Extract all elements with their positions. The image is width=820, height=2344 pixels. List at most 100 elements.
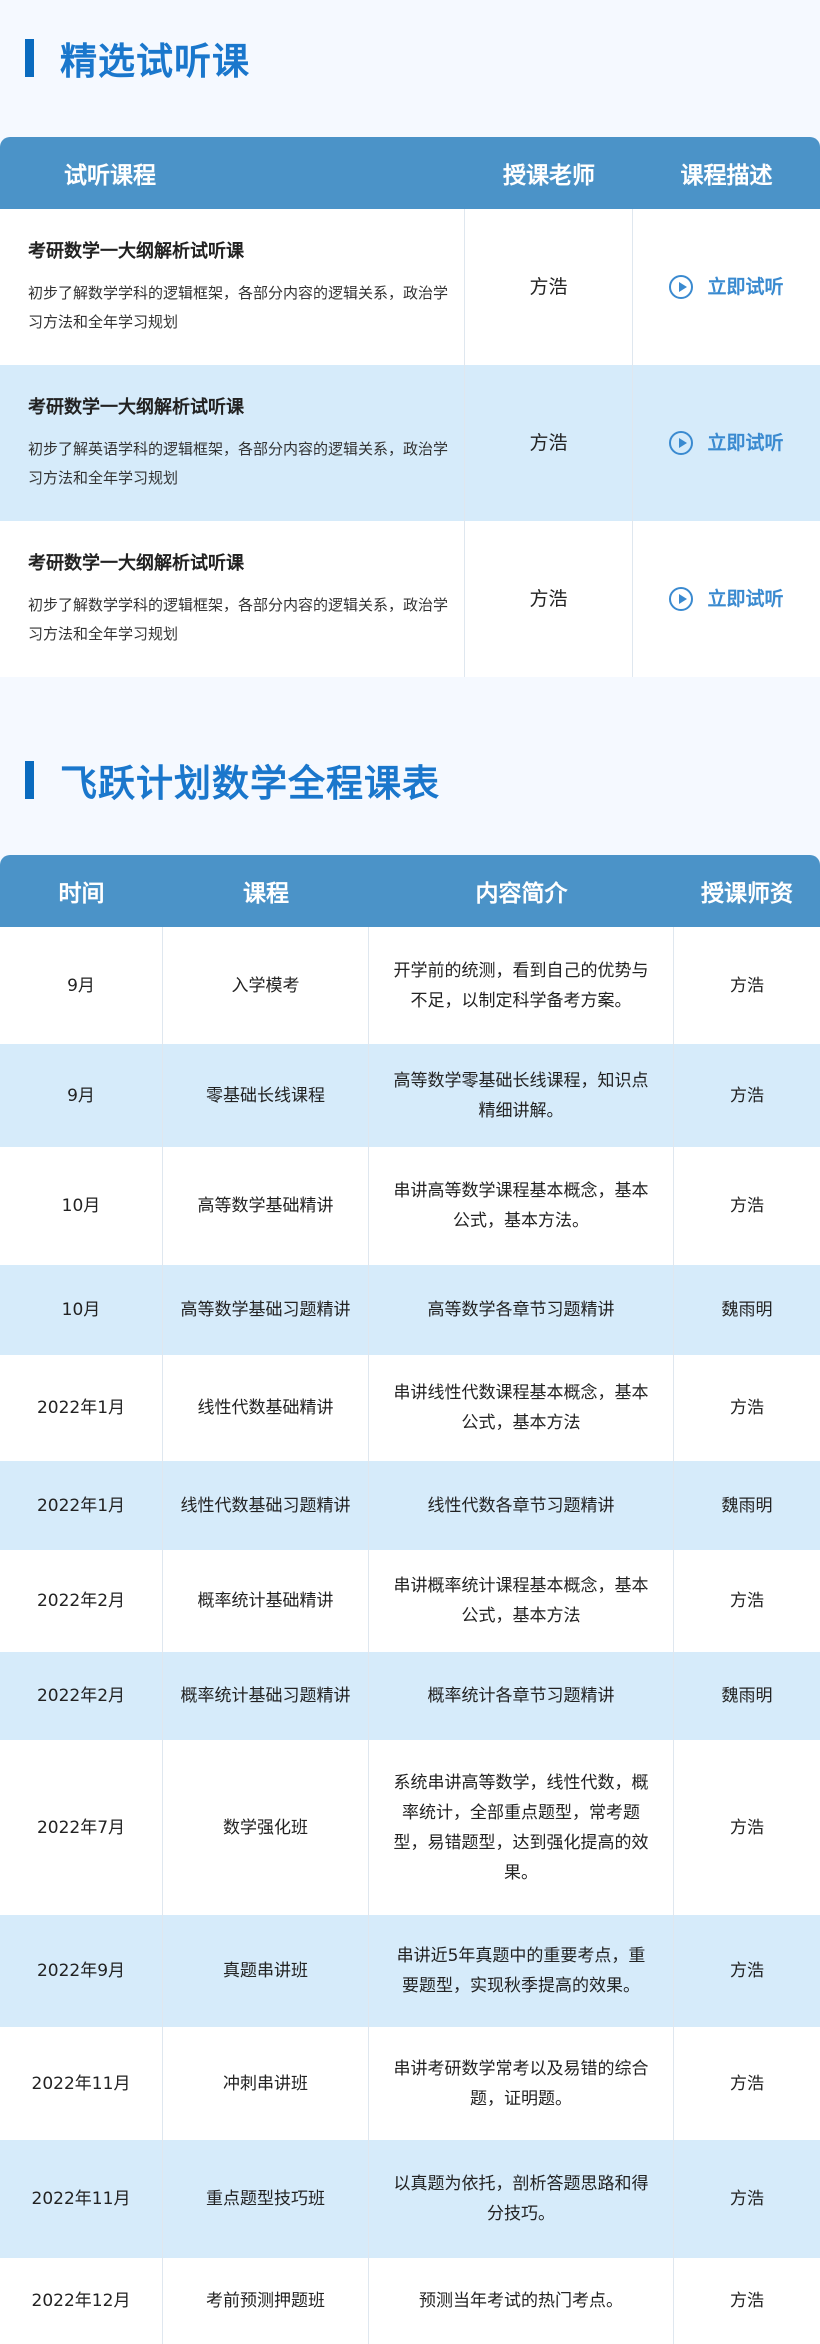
intro-cell: 概率统计各章节习题精讲	[369, 1652, 674, 1740]
table-row: 2022年1月 线性代数基础精讲 串讲线性代数课程基本概念，基本公式，基本方法 方浩	[0, 1355, 820, 1461]
header-course: 试听课程	[64, 163, 156, 189]
time-cell: 2022年7月	[0, 1740, 163, 1915]
intro-cell: 以真题为依托，剖析答题思路和得分技巧。	[369, 2140, 674, 2258]
teacher-cell: 方浩	[730, 1817, 764, 1838]
course-cell: 考前预测押题班	[163, 2258, 369, 2344]
time-cell: 2022年9月	[0, 1915, 163, 2027]
table-row: 考研数学一大纲解析试听课初步了解数学学科的逻辑框架，各部分内容的逻辑关系，政治学…	[0, 521, 820, 677]
intro-cell: 开学前的统测，看到自己的优势与不足，以制定科学备考方案。	[369, 927, 674, 1044]
course-cell: 高等数学基础习题精讲	[163, 1265, 369, 1355]
section-title-schedule: 飞跃计划数学全程课表	[0, 760, 440, 805]
time-cell: 2022年1月	[0, 1355, 163, 1461]
listen-now-label: 立即试听	[707, 276, 784, 298]
course-cell: 概率统计基础精讲	[163, 1550, 369, 1652]
table-row: 考研数学一大纲解析试听课初步了解英语学科的逻辑框架，各部分内容的逻辑关系，政治学…	[0, 365, 820, 521]
table-row: 2022年7月 数学强化班 系统串讲高等数学，线性代数，概率统计，全部重点题型，常考…	[0, 1740, 820, 1915]
table-row: 2022年12月 考前预测押题班 预测当年考试的热门考点。 方浩	[0, 2258, 820, 2344]
table-row: 2022年9月 真题串讲班 串讲近5年真题中的重要考点，重要题型，实现秋季提高的效果…	[0, 1915, 820, 2027]
time-cell: 2022年12月	[0, 2258, 163, 2344]
header-course: 课程	[243, 881, 289, 907]
title-accent-bar	[25, 39, 34, 77]
course-description: 初步了解数学学科的逻辑框架，各部分内容的逻辑关系，政治学习方法和全年学习规划	[28, 596, 449, 643]
teacher-cell: 方浩	[730, 2189, 764, 2209]
time-cell: 2022年2月	[0, 1550, 163, 1652]
course-cell: 数学强化班	[163, 1740, 369, 1915]
intro-cell: 预测当年考试的热门考点。	[369, 2258, 674, 2344]
course-cell: 概率统计基础习题精讲	[163, 1652, 369, 1740]
time-cell: 9月	[0, 927, 163, 1044]
title-accent-bar	[25, 761, 34, 799]
intro-cell: 串讲近5年真题中的重要考点，重要题型，实现秋季提高的效果。	[369, 1915, 674, 2027]
intro-cell: 串讲概率统计课程基本概念，基本公式，基本方法	[369, 1550, 674, 1652]
trial-course-table: 试听课程 授课老师 课程描述 考研数学一大纲解析试听课初步了解数学学科的逻辑框架…	[0, 137, 820, 677]
course-description: 初步了解英语学科的逻辑框架，各部分内容的逻辑关系，政治学习方法和全年学习规划	[28, 440, 449, 487]
course-cell: 冲刺串讲班	[163, 2027, 369, 2140]
table-row: 2022年11月 重点题型技巧班 以真题为依托，剖析答题思路和得分技巧。 方浩	[0, 2140, 820, 2258]
listen-now-button[interactable]: 立即试听	[669, 272, 784, 302]
course-description: 初步了解数学学科的逻辑框架，各部分内容的逻辑关系，政治学习方法和全年学习规划	[28, 284, 449, 331]
course-title: 考研数学一大纲解析试听课	[28, 241, 244, 262]
course-cell: 考研数学一大纲解析试听课初步了解数学学科的逻辑框架，各部分内容的逻辑关系，政治学…	[0, 209, 465, 365]
course-cell: 入学模考	[163, 927, 369, 1044]
teacher-cell: 魏雨明	[721, 1495, 773, 1516]
course-title: 考研数学一大纲解析试听课	[28, 553, 244, 574]
table-row: 10月 高等数学基础精讲 串讲高等数学课程基本概念，基本公式，基本方法。 方浩	[0, 1147, 820, 1265]
listen-now-button[interactable]: 立即试听	[669, 428, 784, 458]
course-cell: 线性代数基础习题精讲	[163, 1461, 369, 1550]
time-cell: 2022年1月	[0, 1461, 163, 1550]
course-cell: 重点题型技巧班	[163, 2140, 369, 2258]
table-row: 10月 高等数学基础习题精讲 高等数学各章节习题精讲 魏雨明	[0, 1265, 820, 1355]
course-title: 考研数学一大纲解析试听课	[28, 397, 244, 418]
section-heading: 飞跃计划数学全程课表	[60, 762, 440, 805]
teacher-cell: 魏雨明	[721, 1686, 773, 1706]
play-circle-icon	[669, 275, 694, 299]
teacher-cell: 方浩	[730, 2291, 764, 2311]
intro-cell: 串讲考研数学常考以及易错的综合题，证明题。	[369, 2027, 674, 2140]
course-cell: 考研数学一大纲解析试听课初步了解英语学科的逻辑框架，各部分内容的逻辑关系，政治学…	[0, 365, 465, 521]
table-row: 9月 入学模考 开学前的统测，看到自己的优势与不足，以制定科学备考方案。 方浩	[0, 927, 820, 1044]
header-intro: 内容简介	[475, 881, 568, 907]
intro-cell: 高等数学各章节习题精讲	[369, 1265, 674, 1355]
teacher-cell: 方浩	[465, 209, 633, 365]
intro-cell: 系统串讲高等数学，线性代数，概率统计，全部重点题型，常考题型，易错题型，达到强化…	[369, 1740, 674, 1915]
table-row: 考研数学一大纲解析试听课初步了解数学学科的逻辑框架，各部分内容的逻辑关系，政治学…	[0, 209, 820, 365]
header-desc: 课程描述	[680, 163, 773, 189]
time-cell: 9月	[0, 1044, 163, 1147]
course-cell: 零基础长线课程	[163, 1044, 369, 1147]
course-cell: 高等数学基础精讲	[163, 1147, 369, 1265]
table-row: 2022年2月 概率统计基础习题精讲 概率统计各章节习题精讲 魏雨明	[0, 1652, 820, 1740]
course-cell: 真题串讲班	[163, 1915, 369, 2027]
header-teacher: 授课师资	[701, 881, 793, 907]
time-cell: 10月	[0, 1265, 163, 1355]
time-cell: 2022年11月	[0, 2140, 163, 2258]
play-circle-icon	[669, 431, 694, 455]
time-cell: 2022年2月	[0, 1652, 163, 1740]
section-heading: 精选试听课	[60, 40, 250, 83]
teacher-cell: 方浩	[730, 2073, 764, 2094]
table-header: 试听课程 授课老师 课程描述	[0, 137, 820, 209]
header-teacher: 授课老师	[503, 163, 595, 189]
teacher-cell: 方浩	[730, 1398, 764, 1418]
teacher-cell: 方浩	[730, 1961, 764, 1981]
listen-now-label: 立即试听	[707, 588, 784, 610]
teacher-cell: 方浩	[730, 1085, 764, 1106]
teacher-cell: 方浩	[465, 365, 633, 521]
time-cell: 10月	[0, 1147, 163, 1265]
table-row: 2022年2月 概率统计基础精讲 串讲概率统计课程基本概念，基本公式，基本方法 方浩	[0, 1550, 820, 1652]
intro-cell: 高等数学零基础长线课程，知识点精细讲解。	[369, 1044, 674, 1147]
listen-now-button[interactable]: 立即试听	[669, 584, 784, 614]
course-cell: 考研数学一大纲解析试听课初步了解数学学科的逻辑框架，各部分内容的逻辑关系，政治学…	[0, 521, 465, 677]
action-cell: 立即试听	[633, 521, 820, 677]
table-row: 9月 零基础长线课程 高等数学零基础长线课程，知识点精细讲解。 方浩	[0, 1044, 820, 1147]
header-time: 时间	[58, 881, 105, 907]
teacher-cell: 方浩	[730, 975, 764, 996]
section-title-trial: 精选试听课	[0, 38, 250, 83]
table-header: 时间 课程 内容简介 授课师资	[0, 855, 820, 927]
teacher-cell: 魏雨明	[721, 1300, 773, 1320]
listen-now-label: 立即试听	[707, 432, 784, 454]
table-row: 2022年1月 线性代数基础习题精讲 线性代数各章节习题精讲 魏雨明	[0, 1461, 820, 1550]
time-cell: 2022年11月	[0, 2027, 163, 2140]
teacher-cell: 方浩	[465, 521, 633, 677]
teacher-cell: 方浩	[730, 1591, 764, 1611]
intro-cell: 串讲线性代数课程基本概念，基本公式，基本方法	[369, 1355, 674, 1461]
